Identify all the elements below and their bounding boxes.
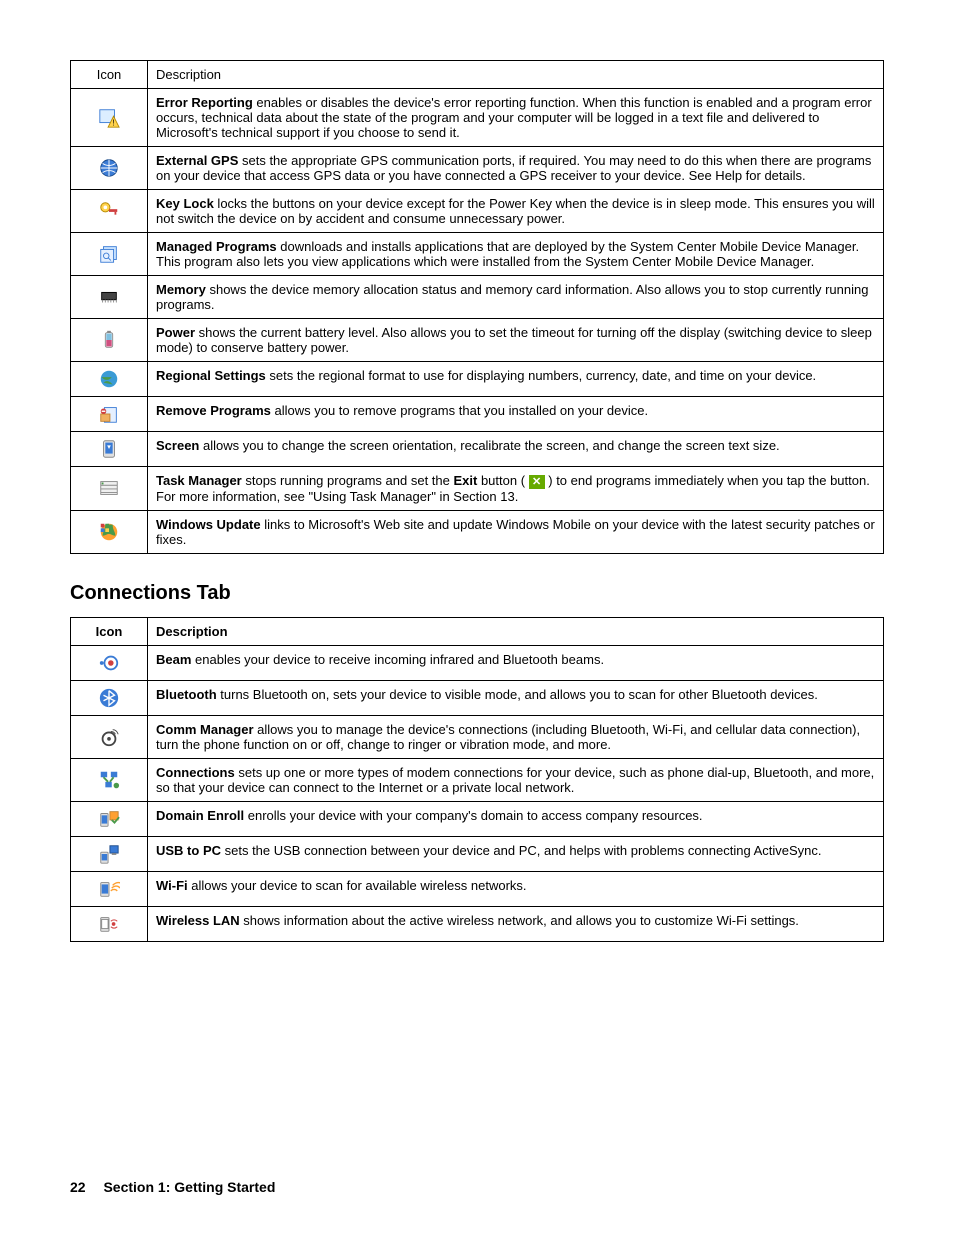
table-row: External GPS sets the appropriate GPS co…	[71, 147, 884, 190]
memory-icon	[98, 288, 120, 303]
row-text: turns Bluetooth on, sets your device to …	[217, 687, 818, 702]
table-row: Screen allows you to change the screen o…	[71, 432, 884, 467]
row-title: Comm Manager	[156, 722, 254, 737]
table-row: Beam enables your device to receive inco…	[71, 645, 884, 680]
row-title: Regional Settings	[156, 368, 266, 383]
row-text: enrolls your device with your company's …	[244, 808, 702, 823]
page-number: 22	[70, 1179, 86, 1195]
system-settings-table: Icon Description ! Error Reporting enabl…	[70, 60, 884, 554]
table-row: Task Manager stops running programs and …	[71, 467, 884, 511]
table-header-desc: Description	[148, 61, 884, 89]
key-lock-icon	[98, 202, 120, 217]
row-title: Task Manager	[156, 473, 242, 488]
managed-programs-icon	[98, 245, 120, 260]
table-header-icon: Icon	[71, 61, 148, 89]
beam-icon	[98, 654, 120, 669]
row-title: Power	[156, 325, 195, 340]
table-row: USB to PC sets the USB connection betwee…	[71, 836, 884, 871]
comm-manager-icon	[98, 728, 120, 743]
exit-button-icon: ✕	[529, 475, 545, 489]
wifi-icon	[98, 880, 120, 895]
row-text: enables your device to receive incoming …	[191, 652, 604, 667]
table-row: Remove Programs allows you to remove pro…	[71, 397, 884, 432]
row-title: Screen	[156, 438, 199, 453]
svg-text:!: !	[112, 118, 114, 127]
connections-settings-table: Icon Description Beam enables your devic…	[70, 617, 884, 942]
table-row: Memory shows the device memory allocatio…	[71, 276, 884, 319]
row-text: shows the current battery level. Also al…	[156, 325, 872, 355]
row-title: Wireless LAN	[156, 913, 240, 928]
table-row: Managed Programs downloads and installs …	[71, 233, 884, 276]
row-title: Beam	[156, 652, 191, 667]
row-title: Key Lock	[156, 196, 214, 211]
table-row: ! Error Reporting enables or disables th…	[71, 89, 884, 147]
row-text: sets the USB connection between your dev…	[221, 843, 822, 858]
row-title: Wi-Fi	[156, 878, 188, 893]
remove-programs-icon	[98, 405, 120, 420]
row-title: Connections	[156, 765, 235, 780]
row-text: locks the buttons on your device except …	[156, 196, 875, 226]
row-text: allows you to change the screen orientat…	[199, 438, 779, 453]
table-row: Windows Update links to Microsoft's Web …	[71, 510, 884, 553]
row-text: shows information about the active wirel…	[240, 913, 799, 928]
domain-enroll-icon	[98, 810, 120, 825]
row-text: links to Microsoft's Web site and update…	[156, 517, 875, 547]
section-label: Section 1: Getting Started	[103, 1179, 275, 1195]
bluetooth-icon	[98, 689, 120, 704]
row-text: shows the device memory allocation statu…	[156, 282, 868, 312]
row-title: Managed Programs	[156, 239, 277, 254]
table-header-icon: Icon	[71, 617, 148, 645]
row-text: allows your device to scan for available…	[188, 878, 527, 893]
windows-update-icon	[98, 523, 120, 538]
table-header-desc: Description	[148, 617, 884, 645]
table-row: Domain Enroll enrolls your device with y…	[71, 801, 884, 836]
row-title: Windows Update	[156, 517, 261, 532]
usb-to-pc-icon	[98, 845, 120, 860]
connections-tab-heading: Connections Tab	[70, 582, 884, 605]
table-row: Comm Manager allows you to manage the de…	[71, 715, 884, 758]
row-text: sets up one or more types of modem conne…	[156, 765, 874, 795]
row-title: Bluetooth	[156, 687, 217, 702]
row-title: USB to PC	[156, 843, 221, 858]
table-row: Wireless LAN shows information about the…	[71, 906, 884, 941]
row-title: Remove Programs	[156, 403, 271, 418]
table-row: Key Lock locks the buttons on your devic…	[71, 190, 884, 233]
task-manager-icon	[98, 480, 120, 495]
table-row: Power shows the current battery level. A…	[71, 319, 884, 362]
table-row: Bluetooth turns Bluetooth on, sets your …	[71, 680, 884, 715]
row-text: allows you to manage the device's connec…	[156, 722, 860, 752]
screen-icon	[98, 440, 120, 455]
row-title: Memory	[156, 282, 206, 297]
row-text: enables or disables the device's error r…	[156, 95, 872, 140]
table-row: Wi-Fi allows your device to scan for ava…	[71, 871, 884, 906]
row-title: Domain Enroll	[156, 808, 244, 823]
row-title: Error Reporting	[156, 95, 253, 110]
page-footer: 22 Section 1: Getting Started	[70, 1179, 275, 1195]
power-icon	[98, 331, 120, 346]
table-row: Connections sets up one or more types of…	[71, 758, 884, 801]
row-text: sets the appropriate GPS communication p…	[156, 153, 871, 183]
connections-icon	[98, 771, 120, 786]
regional-settings-icon	[98, 370, 120, 385]
row-title: External GPS	[156, 153, 238, 168]
row-text: allows you to remove programs that you i…	[271, 403, 648, 418]
error-reporting-icon: !	[98, 109, 120, 124]
external-gps-icon	[98, 159, 120, 174]
row-text: sets the regional format to use for disp…	[266, 368, 816, 383]
wireless-lan-icon	[98, 915, 120, 930]
table-row: Regional Settings sets the regional form…	[71, 362, 884, 397]
